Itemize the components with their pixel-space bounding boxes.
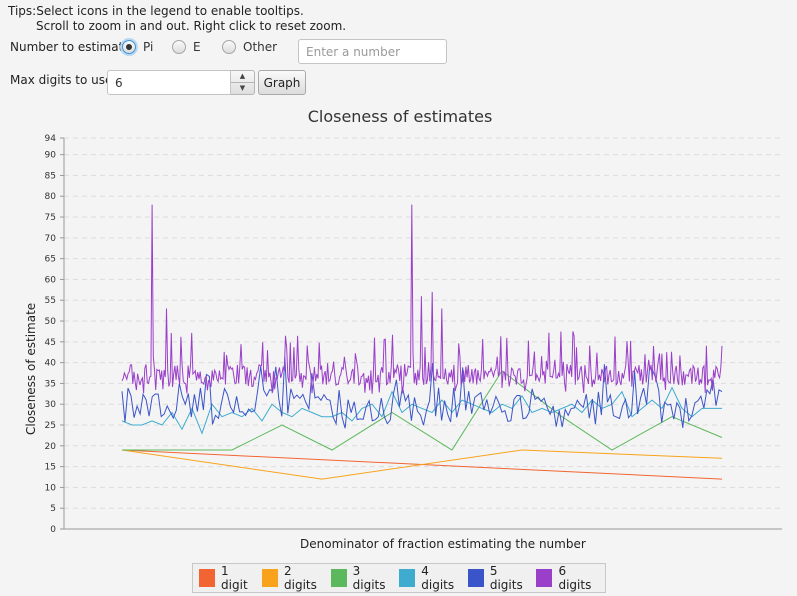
legend-item-6[interactable]: 6 digits — [536, 564, 598, 592]
y-tick-label: 0 — [50, 525, 56, 535]
legend-item-1[interactable]: 1 digit — [199, 564, 255, 592]
x-axis-label: Denominator of fraction estimating the n… — [300, 537, 586, 551]
spinner-up-icon[interactable]: ▲ — [231, 71, 254, 83]
y-axis: 0 5 10 15 20 25 30 35 40 45 50 55 60 65 70 75 80 85 90 94 — [45, 134, 782, 535]
y-tick-label: 70 — [45, 234, 57, 244]
legend-label: 2 digits — [284, 564, 317, 592]
tips-label: Tips: — [8, 4, 37, 18]
legend-label: 6 digits — [558, 564, 592, 592]
chart-legend: 1 digit 2 digits 3 digits 4 digits 5 digits 6… — [192, 563, 606, 593]
chart-series — [121, 204, 723, 480]
radio-other-label: Other — [243, 40, 278, 54]
y-tick-label: 25 — [45, 421, 56, 431]
tips-line2: Scroll to zoom in and out. Right click t… — [36, 19, 347, 33]
y-tick-label: 35 — [45, 379, 56, 389]
spinner-down-icon[interactable]: ▼ — [239, 84, 246, 93]
graph-button[interactable]: Graph — [258, 70, 306, 95]
y-tick-label: 94 — [45, 134, 57, 144]
digits-label: Max digits to use: — [10, 73, 117, 87]
legend-item-3[interactable]: 3 digits — [330, 564, 393, 592]
legend-swatch-icon[interactable] — [199, 569, 216, 587]
y-tick-label: 20 — [45, 442, 57, 452]
tips-text: Tips:Select icons in the legend to enabl… — [8, 4, 346, 34]
radio-pi-label: Pi — [143, 40, 154, 54]
plot-area — [64, 138, 782, 529]
legend-label: 4 digits — [421, 564, 455, 592]
estimate-label: Number to estimate: — [10, 40, 135, 54]
y-tick-label: 5 — [50, 504, 56, 514]
y-tick-label: 55 — [45, 296, 56, 306]
radio-pi-indicator[interactable] — [122, 40, 136, 54]
series-line-2 — [121, 449, 723, 480]
y-tick-label: 50 — [45, 317, 57, 327]
legend-label: 5 digits — [489, 564, 523, 592]
y-tick-label: 30 — [45, 400, 57, 410]
y-tick-label: 60 — [45, 275, 57, 285]
series-line-4 — [121, 386, 722, 435]
legend-swatch-icon[interactable] — [399, 569, 416, 587]
digits-spinner-input[interactable] — [107, 70, 231, 95]
chart-svg: Closeness of estimates 0 5 10 15 20 25 30 35 40 4… — [24, 107, 782, 551]
chart-title: Closeness of estimates — [308, 107, 493, 126]
y-tick-label: 80 — [45, 192, 57, 202]
series-line-6 — [121, 204, 723, 394]
legend-swatch-icon[interactable] — [467, 569, 484, 587]
radio-pi[interactable]: Pi — [122, 40, 153, 54]
radio-other[interactable]: Other — [222, 40, 277, 54]
series-line-5 — [121, 357, 723, 429]
y-tick-label: 15 — [45, 463, 56, 473]
legend-item-2[interactable]: 2 digits — [261, 564, 324, 592]
legend-label: 1 digit — [221, 564, 248, 592]
radio-e[interactable]: E — [172, 40, 201, 54]
legend-swatch-icon[interactable] — [536, 569, 553, 587]
y-tick-label: 75 — [45, 213, 56, 223]
y-tick-label: 65 — [45, 255, 56, 265]
y-tick-label: 10 — [45, 483, 57, 493]
radio-e-indicator[interactable] — [172, 40, 186, 54]
radio-e-label: E — [193, 40, 201, 54]
y-tick-label: 85 — [45, 171, 56, 181]
legend-item-5[interactable]: 5 digits — [467, 564, 530, 592]
legend-swatch-icon[interactable] — [330, 569, 347, 587]
y-tick-label: 90 — [45, 151, 57, 161]
y-axis-label: Closeness of estimate — [24, 303, 38, 435]
digits-spinner-buttons[interactable]: ▲ ▼ — [231, 70, 255, 95]
other-number-input[interactable] — [298, 39, 447, 64]
series-line-3 — [122, 370, 723, 451]
legend-label: 3 digits — [352, 564, 386, 592]
chart-grid — [64, 137, 782, 530]
tips-line1: Select icons in the legend to enable too… — [36, 4, 304, 18]
legend-swatch-icon[interactable] — [261, 569, 279, 587]
radio-other-indicator[interactable] — [222, 40, 236, 54]
legend-item-4[interactable]: 4 digits — [399, 564, 461, 592]
y-tick-label: 45 — [45, 338, 56, 348]
y-tick-label: 40 — [45, 359, 57, 369]
